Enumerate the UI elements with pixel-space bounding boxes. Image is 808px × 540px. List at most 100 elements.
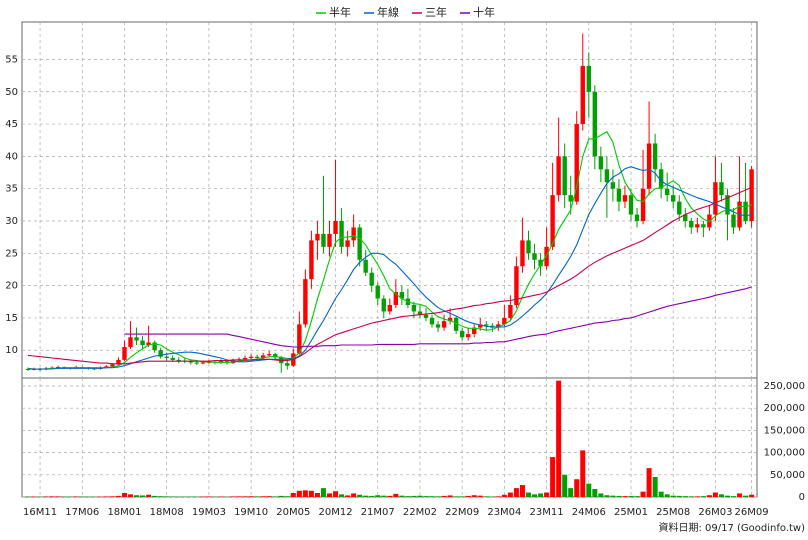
volume-bar [507,492,513,497]
volume-bar [628,495,634,497]
candle-body [580,65,585,125]
candle-body [122,346,127,360]
volume-bar [706,495,712,497]
candle-body [375,285,380,299]
candle-body [562,156,567,196]
volume-bar [43,496,49,497]
volume-bar [109,496,115,497]
candle-body [303,279,308,325]
volume-bar [550,457,556,497]
volume-bar [592,489,598,497]
volume-bar [399,495,405,497]
volume-bar [664,494,670,497]
candle-body [411,304,417,312]
volume-bar [369,495,375,497]
candle-body [725,195,730,215]
x-tick-label: 25M01 [614,507,648,518]
volume-bar [115,495,121,497]
volume-tick-label: 100,000 [764,448,805,459]
volume-bar [236,496,242,497]
volume-bar [242,496,248,497]
candle-body [689,220,694,228]
volume-bar [453,496,459,497]
volume-bar [538,493,544,497]
volume-bar [387,495,393,497]
x-tick-label: 23M04 [487,507,521,518]
candle-body [652,143,658,170]
candle-body [592,91,598,157]
y-tick-label: 45 [5,119,18,130]
candle-body [116,359,121,365]
volume-bar [459,496,465,497]
candle-body [254,356,260,358]
ma-line [27,186,752,365]
candle-body [194,362,200,364]
candle-body [713,182,718,215]
candle-body [634,214,640,221]
volume-bar [351,493,357,497]
volume-bar [248,496,254,497]
volume-bar [447,495,453,497]
candle-body [285,363,290,366]
y-tick-label: 35 [5,184,18,195]
candle-body [435,324,441,328]
candle-body [55,367,61,369]
ma-line [28,166,752,370]
candle-body [146,342,151,346]
candle-body [309,240,314,280]
volume-bar [749,494,755,497]
volume-bar [134,495,140,497]
volume-bar [586,483,592,497]
volume-bar [501,494,507,497]
volume-bar [622,496,628,497]
volume-tick-label: 50,000 [770,470,805,481]
candle-body [176,359,181,361]
candle-body [242,357,248,360]
volume-bar [333,491,339,497]
candle-body [453,317,459,331]
volume-bar [670,495,676,497]
volume-bar [640,491,646,497]
volume-bar [712,492,718,497]
volume-bar [73,496,79,497]
candle-body [218,361,224,363]
candle-body [502,317,507,325]
volume-bar [363,495,369,497]
x-tick-label: 22M09 [445,507,479,518]
volume-bar [49,496,55,497]
volume-bar [598,493,604,497]
volume-bar [103,496,109,497]
volume-bar [652,477,658,497]
candle-body [478,324,483,328]
x-tick-label: 26M09 [735,507,769,518]
volume-bar [477,495,483,497]
volume-bar [544,492,550,497]
volume-bar [435,496,441,497]
candle-body [743,201,748,221]
volume-bar [206,496,212,497]
volume-bar [604,495,610,497]
volume-bar [634,496,640,497]
volume-bar [61,496,67,497]
candle-body [321,233,326,247]
candle-body [441,321,447,328]
candle-body [514,266,519,305]
x-tick-label: 17M06 [65,507,99,518]
legend-label: 十年 [473,5,495,19]
y-tick-label: 55 [5,54,18,65]
volume-bar [417,495,423,497]
candle-body [465,334,471,338]
candle-body [683,214,688,221]
legend: 半年 年線 三年 十年 [316,5,495,19]
candle-body [200,362,206,364]
volume-bar [200,496,206,497]
volume-bar [284,496,290,497]
volume-bar [441,495,447,497]
volume-bar [302,490,308,497]
candle-body [532,253,537,260]
candle-body [429,317,435,325]
y-tick-label: 15 [5,313,18,324]
candle-body [152,342,157,351]
volume-bar [296,490,302,497]
volume-bar [423,496,429,497]
